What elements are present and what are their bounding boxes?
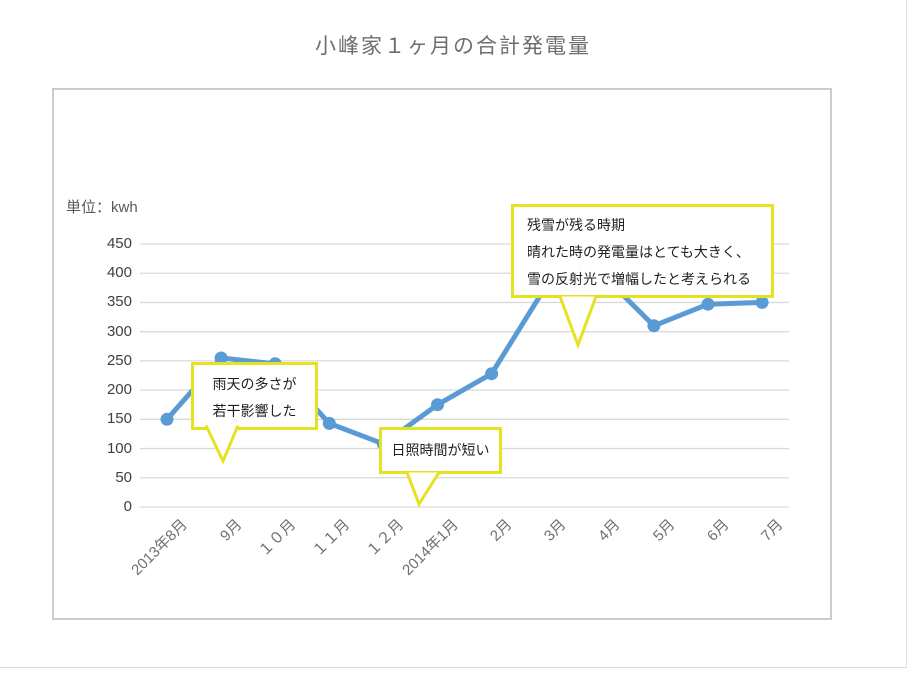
data-point-marker [701,297,715,311]
chart-frame: 単位：kwh 0 50 100 150 200 250 300 350 400 450 2013年… [52,88,832,620]
annotation-text-line: 晴れた時の発電量はとても大きく、 [527,244,750,260]
data-point-marker [431,398,444,412]
annotation-text-line: 雨天の多さが [212,376,297,392]
annotation-text-line: 日照時間が短い [391,442,490,458]
data-point-marker [322,416,336,430]
data-point-marker [485,367,499,381]
data-point-marker [647,319,661,333]
annotation-text-line: 若干影響した [212,403,297,419]
annotation-text-line: 残雪が残る時期 [527,217,625,233]
callout-tail-icon [405,471,441,508]
data-point-marker [755,295,769,309]
y-axis-unit-label: 単位：kwh [66,199,138,216]
callout-tail-icon [204,424,240,465]
data-point-marker [214,351,228,365]
annotation-short-daylight: 日照時間が短い [379,427,502,474]
slide-canvas: 小峰家１ヶ月の合計発電量 単位：kwh 0 50 100 150 200 250 300 35… [0,0,907,668]
annotation-lingering-snow: 残雪が残る時期 晴れた時の発電量はとても大きく、 雪の反射光で増幅したと考えられ… [511,204,774,298]
chart-title: 小峰家１ヶ月の合計発電量 [315,35,591,58]
annotation-text-line: 雪の反射光で増幅したと考えられる [527,271,751,287]
data-point-marker [160,412,174,426]
callout-tail-icon [558,295,598,350]
line-chart-plot [140,243,789,508]
annotation-rainy-weather: 雨天の多さが 若干影響した [191,362,318,430]
